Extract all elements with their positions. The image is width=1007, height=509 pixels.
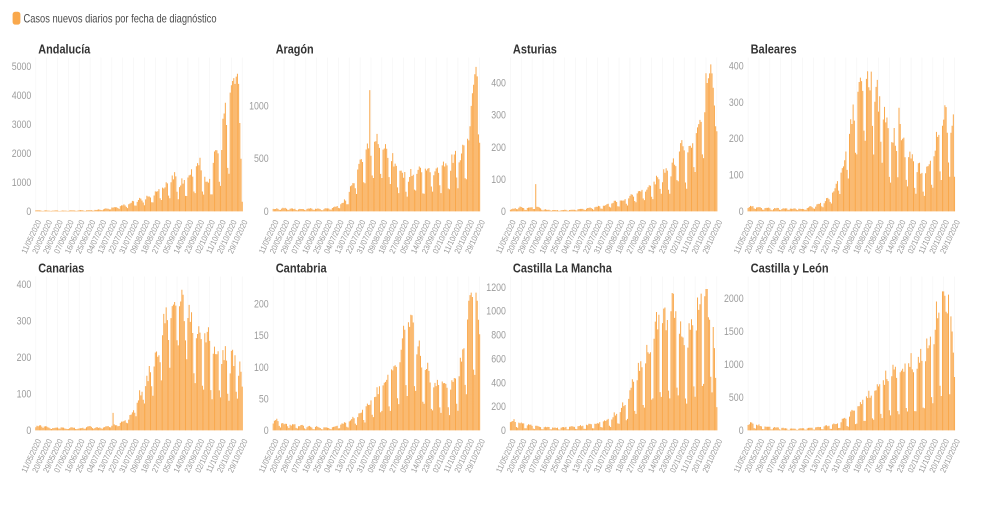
svg-text:2000: 2000 [724,293,744,305]
svg-text:600: 600 [491,353,506,365]
svg-text:0: 0 [26,206,31,218]
svg-text:4000: 4000 [12,90,32,102]
svg-text:200: 200 [729,133,744,145]
svg-text:1500: 1500 [724,326,744,338]
svg-text:400: 400 [17,279,32,291]
svg-text:0: 0 [739,425,744,437]
svg-text:100: 100 [254,362,269,374]
svg-text:1000: 1000 [249,101,269,113]
svg-text:3000: 3000 [12,119,32,131]
svg-text:Aragón: Aragón [276,42,314,57]
svg-text:100: 100 [17,389,32,401]
svg-text:0: 0 [26,425,31,437]
svg-text:200: 200 [254,299,269,311]
svg-text:300: 300 [17,315,32,327]
svg-text:400: 400 [491,377,506,389]
svg-text:0: 0 [501,206,506,218]
svg-text:1000: 1000 [724,359,744,371]
svg-text:150: 150 [254,330,269,342]
svg-text:Castilla y León: Castilla y León [751,261,829,276]
svg-text:500: 500 [729,392,744,404]
svg-text:Cantabria: Cantabria [276,261,328,276]
svg-text:5000: 5000 [12,61,32,73]
svg-text:Andalucía: Andalucía [38,42,91,57]
svg-text:200: 200 [17,352,32,364]
svg-text:400: 400 [729,60,744,72]
svg-text:200: 200 [491,401,506,413]
svg-text:Castilla La Mancha: Castilla La Mancha [513,261,613,276]
svg-text:1200: 1200 [486,282,506,294]
svg-text:100: 100 [729,170,744,182]
svg-text:1000: 1000 [12,177,32,189]
svg-text:2000: 2000 [12,148,32,160]
svg-text:Casos nuevos diarios por fecha: Casos nuevos diarios por fecha de diagnó… [24,11,217,25]
svg-text:300: 300 [491,110,506,122]
svg-text:100: 100 [491,174,506,186]
svg-text:50: 50 [259,393,269,405]
svg-text:Baleares: Baleares [751,42,797,57]
svg-text:300: 300 [729,97,744,109]
svg-text:800: 800 [491,330,506,342]
svg-text:0: 0 [264,206,269,218]
svg-text:500: 500 [254,153,269,165]
svg-text:0: 0 [264,425,269,437]
svg-text:0: 0 [739,206,744,218]
svg-text:200: 200 [491,142,506,154]
svg-text:Asturias: Asturias [513,42,557,57]
svg-text:0: 0 [501,425,506,437]
svg-text:Canarias: Canarias [38,261,84,276]
svg-text:400: 400 [491,78,506,90]
svg-text:1000: 1000 [486,306,506,318]
